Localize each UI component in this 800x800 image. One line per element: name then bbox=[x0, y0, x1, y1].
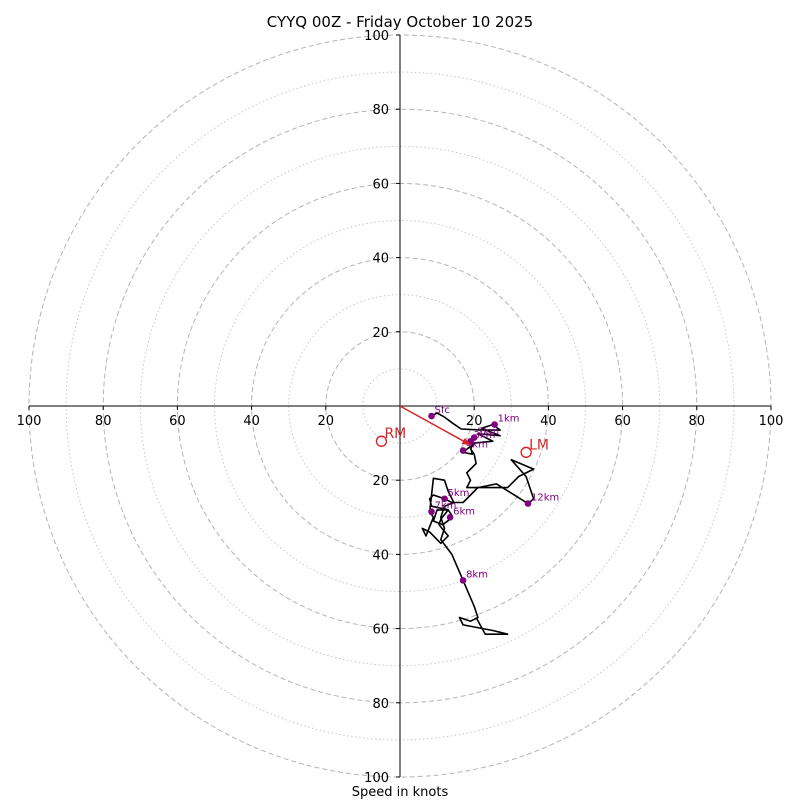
height-marker-dot bbox=[459, 577, 467, 584]
height-marker-label: Sfc bbox=[435, 405, 450, 416]
height-marker-label: 12km bbox=[531, 493, 559, 504]
y-tick-label: 60 bbox=[372, 177, 389, 192]
x-tick-label: 60 bbox=[614, 414, 631, 429]
height-marker-label: 8km bbox=[466, 569, 488, 580]
x-tick-label: 100 bbox=[759, 414, 784, 429]
height-marker-dot bbox=[428, 412, 435, 420]
height-marker-label: 2km bbox=[477, 427, 499, 438]
height-marker-label: 1km bbox=[498, 414, 520, 425]
wind-trace-line bbox=[421, 412, 535, 636]
y-tick-label: 100 bbox=[364, 29, 389, 44]
x-axis-label: Speed in knots bbox=[352, 785, 449, 800]
y-tick-label: 40 bbox=[372, 548, 389, 563]
y-tick-label: 20 bbox=[372, 474, 389, 489]
height-marker-dot bbox=[428, 508, 435, 516]
height-marker-dot bbox=[524, 500, 532, 507]
y-tick-label: 60 bbox=[372, 623, 389, 638]
left-mover-label: LM bbox=[529, 437, 549, 453]
height-marker-dot bbox=[459, 447, 467, 454]
y-tick-label: 80 bbox=[372, 697, 389, 712]
chart-title: CYYQ 00Z - Friday October 10 2025 bbox=[267, 13, 533, 31]
x-tick-label: 60 bbox=[169, 414, 186, 429]
storm-motion: RM LM bbox=[375, 405, 549, 459]
x-tick-label: 20 bbox=[318, 414, 335, 429]
height-marker-label: 4km bbox=[466, 440, 488, 451]
x-tick-label: 100 bbox=[17, 414, 42, 429]
x-tick-label: 80 bbox=[689, 414, 706, 429]
x-tick-label: 40 bbox=[243, 414, 260, 429]
height-marker-label: 7km bbox=[435, 501, 457, 512]
x-tick-label: 40 bbox=[540, 414, 557, 429]
left-mover-marker bbox=[520, 446, 532, 459]
right-mover-label: RM bbox=[384, 426, 406, 442]
wind-trace bbox=[421, 412, 535, 636]
height-marker-dot bbox=[441, 495, 448, 503]
y-tick-label: 80 bbox=[372, 103, 389, 118]
x-tick-label: 80 bbox=[95, 414, 112, 429]
height-marker-label: 6km bbox=[453, 506, 475, 517]
tick-labels: 100 80 60 40 20 20 40 60 80 100 100 80 60 40 20 20 40 60 8… bbox=[17, 29, 784, 786]
height-marker-dot bbox=[446, 514, 454, 521]
storm-motion-vector bbox=[399, 405, 471, 446]
y-tick-label: 40 bbox=[372, 252, 389, 267]
height-marker-label: 3km bbox=[473, 430, 495, 441]
storm-motion-arrowhead bbox=[461, 437, 471, 445]
height-marker-dot bbox=[491, 421, 498, 428]
y-tick-label: 100 bbox=[364, 771, 389, 786]
height-marker-label: 5km bbox=[448, 488, 470, 499]
right-mover-marker bbox=[375, 435, 388, 447]
y-tick-label: 20 bbox=[372, 326, 389, 341]
x-tick-label: 20 bbox=[466, 414, 483, 429]
